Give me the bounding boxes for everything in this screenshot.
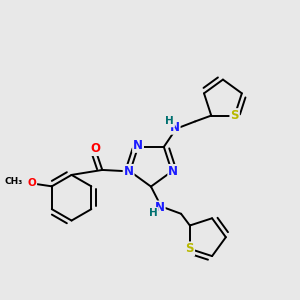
Text: N: N [124, 165, 134, 178]
Text: N: N [155, 201, 165, 214]
Text: O: O [91, 142, 101, 155]
Text: N: N [168, 165, 178, 178]
Text: H: H [165, 116, 174, 126]
Text: N: N [133, 139, 143, 152]
Text: S: S [230, 109, 239, 122]
Text: CH₃: CH₃ [4, 177, 23, 186]
Text: H: H [148, 208, 158, 218]
Text: N: N [170, 121, 180, 134]
Text: O: O [28, 178, 36, 188]
Text: S: S [186, 242, 194, 255]
